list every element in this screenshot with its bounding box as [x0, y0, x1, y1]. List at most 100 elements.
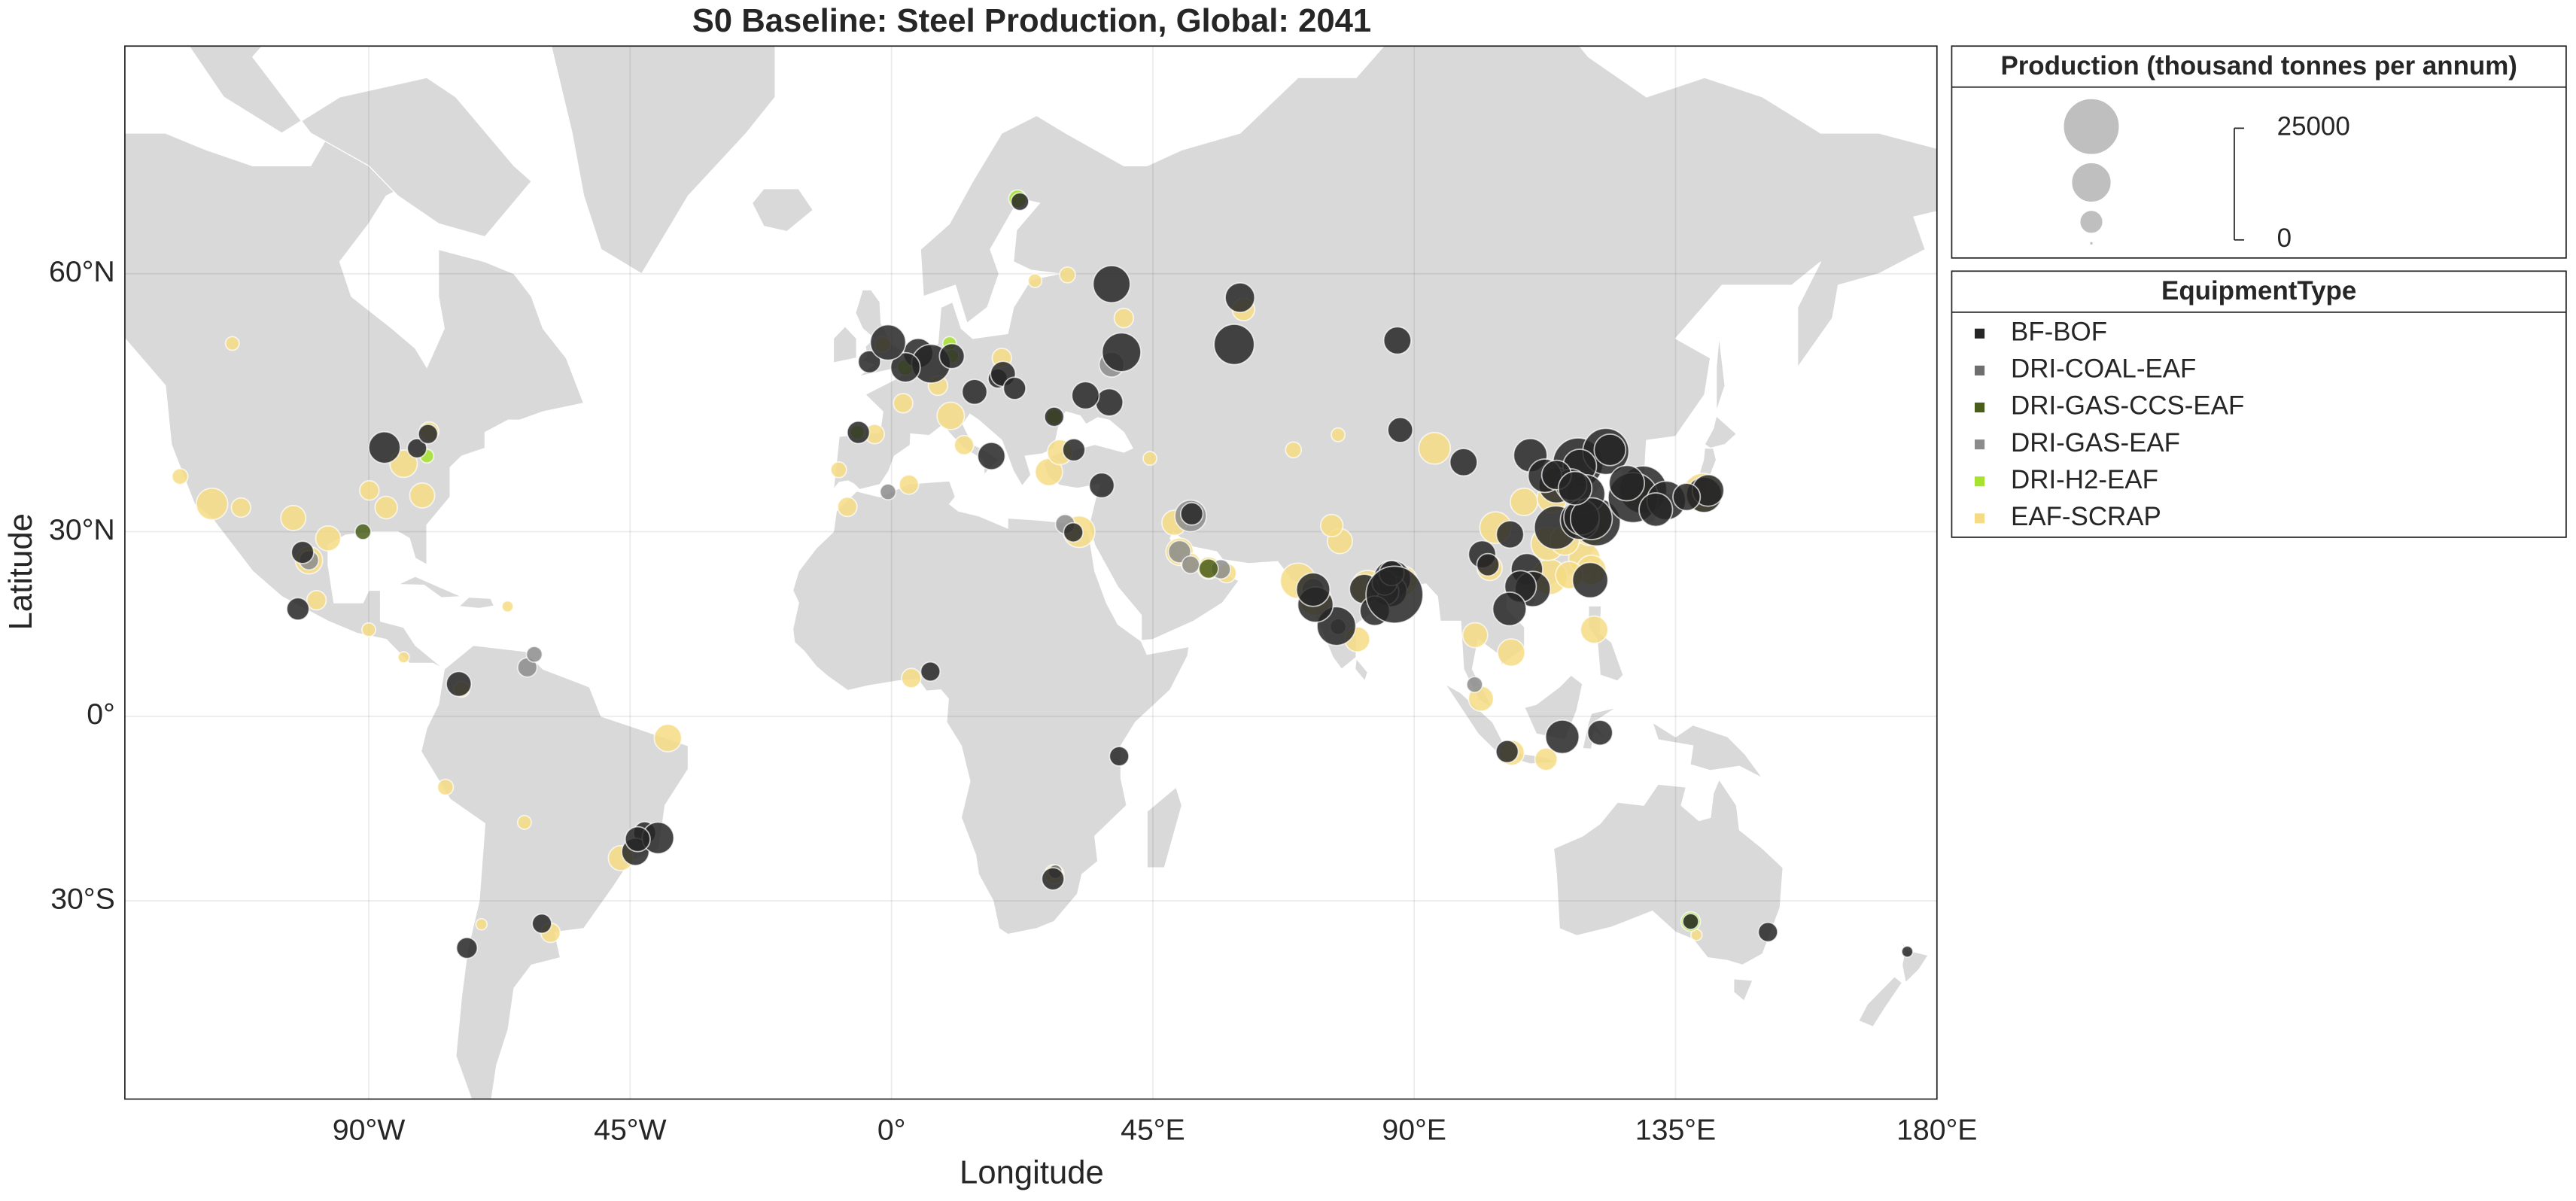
x-tick-label: 0°: [877, 1114, 906, 1147]
landmass: [832, 325, 857, 363]
plant-marker: [306, 589, 327, 611]
plant-marker: [1682, 913, 1699, 930]
landmass: [1715, 335, 1726, 412]
plant-marker: [1179, 502, 1204, 526]
x-tick-label: 45°E: [1121, 1114, 1185, 1147]
plant-marker: [1041, 867, 1065, 891]
plant-marker: [195, 487, 229, 521]
plant-marker: [857, 350, 882, 374]
plant-marker: [1608, 464, 1646, 502]
plant-marker: [846, 420, 871, 445]
plant-marker: [1213, 324, 1255, 366]
x-tick-label: 45°W: [594, 1114, 666, 1147]
landmass: [397, 576, 462, 598]
type-legend: BF-BOF DRI-COAL-EAF DRI-GAS-CCS-EAF DRI-GAS…: [1975, 317, 2244, 531]
plant-marker: [1492, 591, 1527, 627]
landmass: [751, 188, 814, 233]
plant-marker: [436, 778, 455, 796]
plant-marker: [936, 401, 966, 430]
plant-marker: [1495, 520, 1525, 549]
plant-marker: [531, 913, 552, 935]
plant-marker: [938, 342, 966, 369]
legend-label: DRI-GAS-CCS-EAF: [2011, 391, 2244, 421]
y-tick-label: 60°N: [49, 255, 115, 288]
size-legend-circle: [2079, 209, 2103, 234]
points-layer: [171, 189, 1914, 959]
grid-layer: [124, 46, 1937, 1099]
plant-marker: [1043, 406, 1065, 427]
plant-marker: [1569, 497, 1613, 540]
plant-marker: [1461, 622, 1489, 649]
plant-marker: [1497, 638, 1526, 667]
plant-marker: [286, 597, 310, 621]
landmass: [1733, 978, 1754, 1002]
plant-marker: [1285, 441, 1303, 459]
plant-marker: [1365, 565, 1424, 624]
x-tick-label: 90°E: [1382, 1114, 1446, 1147]
plant-marker: [1449, 448, 1478, 477]
plant-marker: [374, 495, 398, 520]
plant-marker: [397, 651, 410, 664]
plant-marker: [230, 497, 251, 518]
plant-marker: [1901, 945, 1914, 958]
y-tick-label: 30°S: [50, 883, 115, 916]
size-scale-label: 25000: [2277, 112, 2350, 141]
landmass: [1354, 657, 1369, 683]
type-legend-title: EquipmentType: [2161, 276, 2356, 306]
legend-swatch: [1975, 439, 1985, 450]
plant-marker: [624, 825, 651, 853]
landmass: [1704, 415, 1738, 449]
legend-label: DRI-H2-EAF: [2011, 465, 2158, 494]
plant-marker: [1382, 326, 1412, 355]
landmass: [1553, 778, 1784, 966]
plant-marker: [1092, 265, 1131, 304]
plant-marker: [953, 434, 975, 456]
plant-marker: [1063, 521, 1084, 543]
plant-marker: [830, 461, 847, 479]
plant-marker: [1638, 492, 1674, 528]
landmass: [420, 644, 689, 1099]
plant-marker: [315, 525, 342, 552]
plant-marker: [920, 661, 941, 683]
plant-marker: [1142, 451, 1158, 467]
plant-marker: [409, 482, 436, 509]
plant-marker: [1757, 921, 1778, 943]
plant-marker: [475, 918, 488, 931]
chart-title: S0 Baseline: Steel Production, Global: 2…: [692, 2, 1371, 39]
legend-swatch: [1975, 365, 1985, 376]
plant-marker: [1002, 376, 1026, 400]
plant-marker: [1476, 552, 1500, 577]
plant-marker: [446, 670, 473, 698]
plant-marker: [1571, 561, 1609, 599]
plant-marker: [1198, 558, 1219, 579]
landmass: [550, 46, 776, 275]
plant-marker: [1059, 266, 1076, 284]
plant-marker: [280, 504, 307, 531]
plant-marker: [961, 379, 988, 406]
plant-marker: [977, 442, 1006, 471]
plant-marker: [653, 723, 683, 753]
plant-marker: [1109, 746, 1130, 767]
plant-marker: [368, 430, 401, 464]
plant-marker: [1586, 719, 1613, 746]
size-legend-box: [1951, 45, 2567, 259]
size-legend-title: Production (thousand tonnes per annum): [2000, 51, 2517, 81]
landmass: [188, 46, 533, 238]
landmass: [458, 596, 495, 610]
plant-marker: [1224, 281, 1256, 314]
legend-swatch: [1975, 513, 1985, 524]
legend-swatch: [1975, 476, 1985, 487]
plant-marker: [361, 622, 377, 637]
plant-marker: [1319, 513, 1344, 538]
plant-marker: [1027, 273, 1043, 288]
x-tick-label: 90°W: [333, 1114, 405, 1147]
x-tick-label: 135°E: [1635, 1114, 1716, 1147]
y-tick-label: 30°N: [49, 513, 115, 546]
plant-marker: [1062, 438, 1086, 462]
plant-marker: [418, 424, 439, 445]
legend-label: BF-BOF: [2011, 317, 2107, 346]
plant-marker: [1510, 487, 1539, 517]
landmass: [1146, 786, 1183, 868]
